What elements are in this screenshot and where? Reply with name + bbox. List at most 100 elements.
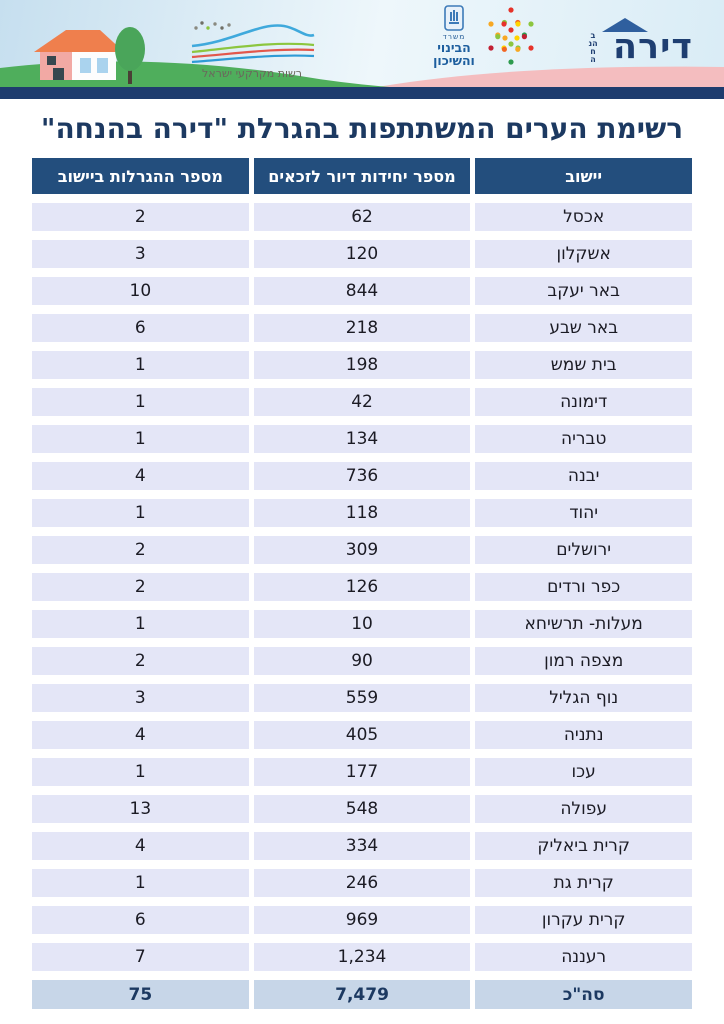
lotteries-cell: 1 bbox=[32, 869, 249, 897]
lotteries-cell: 4 bbox=[32, 462, 249, 490]
units-cell: 1,234 bbox=[253, 943, 471, 971]
city-cell: מעלות- תרשיחא bbox=[475, 610, 692, 638]
lotteries-cell: 1 bbox=[32, 388, 249, 416]
table-row: דימונה 42 1 bbox=[32, 388, 692, 416]
city-cell: קרית עקרון bbox=[475, 906, 692, 934]
city-cell: קרית גת bbox=[475, 869, 692, 897]
table-row: טבריה 134 1 bbox=[32, 425, 692, 453]
table-row: יבנה 736 4 bbox=[32, 462, 692, 490]
page-title: רשימת הערים המשתתפות בהגרלת "דירה בהנחה" bbox=[40, 112, 684, 145]
city-cell: קרית ביאליק bbox=[475, 832, 692, 860]
units-cell: 42 bbox=[253, 388, 471, 416]
land-authority-label: רשות מקרקעי ישראל bbox=[202, 67, 302, 80]
lotteries-cell: 3 bbox=[32, 684, 249, 712]
land-authority-logo: רשות מקרקעי ישראל bbox=[186, 16, 318, 80]
city-cell: נתניה bbox=[475, 721, 692, 749]
units-cell: 844 bbox=[253, 277, 471, 305]
city-cell: יבנה bbox=[475, 462, 692, 490]
table-row: אכסל 62 2 bbox=[32, 203, 692, 231]
units-cell: 62 bbox=[253, 203, 471, 231]
table-row: רעננה 1,234 7 bbox=[32, 943, 692, 971]
table-row: נוף הגליל 559 3 bbox=[32, 684, 692, 712]
city-cell: דימונה bbox=[475, 388, 692, 416]
column-header-units: מספר יחידות דיור לזכאים bbox=[253, 158, 471, 194]
table-row: קרית עקרון 969 6 bbox=[32, 906, 692, 934]
roof-icon bbox=[602, 18, 648, 32]
city-cell: עכו bbox=[475, 758, 692, 786]
units-cell: 969 bbox=[253, 906, 471, 934]
table-row: קרית ביאליק 334 4 bbox=[32, 832, 692, 860]
city-cell: עפולה bbox=[475, 795, 692, 823]
star-of-david-dots-icon bbox=[488, 7, 534, 65]
units-cell: 120 bbox=[253, 240, 471, 268]
lotteries-cell: 1 bbox=[32, 610, 249, 638]
units-cell: 548 bbox=[253, 795, 471, 823]
table-row: עפולה 548 13 bbox=[32, 795, 692, 823]
city-cell: אכסל bbox=[475, 203, 692, 231]
units-cell: 405 bbox=[253, 721, 471, 749]
table-row: ירושלים 309 2 bbox=[32, 536, 692, 564]
table-row: באר שבע 218 6 bbox=[32, 314, 692, 342]
dira-logo-wordmark: דירה bbox=[613, 27, 693, 67]
units-cell: 334 bbox=[253, 832, 471, 860]
table-row: באר יעקב 844 10 bbox=[32, 277, 692, 305]
lotteries-cell: 2 bbox=[32, 203, 249, 231]
lotteries-cell: 6 bbox=[32, 314, 249, 342]
lotteries-cell: 4 bbox=[32, 832, 249, 860]
city-cell: טבריה bbox=[475, 425, 692, 453]
units-cell: 218 bbox=[253, 314, 471, 342]
landscape-illustration bbox=[0, 27, 724, 99]
lotteries-cell: 2 bbox=[32, 647, 249, 675]
table-row: מעלות- תרשיחא 10 1 bbox=[32, 610, 692, 638]
units-cell: 118 bbox=[253, 499, 471, 527]
table-header-row: יישוב מספר יחידות דיור לזכאים מספר ההגרל… bbox=[32, 158, 692, 194]
table-row: יהוד 118 1 bbox=[32, 499, 692, 527]
city-cell: בית שמש bbox=[475, 351, 692, 379]
lotteries-cell: 13 bbox=[32, 795, 249, 823]
land-authority-waves-icon bbox=[191, 21, 315, 64]
total-lotteries-cell: 75 bbox=[32, 980, 249, 1009]
lotteries-cell: 7 bbox=[32, 943, 249, 971]
total-label-cell: סה"כ bbox=[475, 980, 692, 1009]
units-cell: 10 bbox=[253, 610, 471, 638]
units-cell: 134 bbox=[253, 425, 471, 453]
dira-logo-subtext: בהנחה bbox=[588, 31, 598, 64]
city-cell: רעננה bbox=[475, 943, 692, 971]
dira-logo: בהנחה דירה bbox=[586, 14, 710, 74]
lotteries-cell: 6 bbox=[32, 906, 249, 934]
city-cell: מצפה רמון bbox=[475, 647, 692, 675]
table-row: עכו 177 1 bbox=[32, 758, 692, 786]
banner-divider-bar bbox=[0, 87, 724, 99]
lotteries-cell: 1 bbox=[32, 758, 249, 786]
house-icon bbox=[34, 30, 124, 80]
ministry-label-line1: משרד bbox=[442, 32, 466, 41]
lotteries-cell: 10 bbox=[32, 277, 249, 305]
units-cell: 177 bbox=[253, 758, 471, 786]
lotteries-cell: 4 bbox=[32, 721, 249, 749]
units-cell: 126 bbox=[253, 573, 471, 601]
table-row: נתניה 405 4 bbox=[32, 721, 692, 749]
israel-emblem-icon bbox=[444, 5, 464, 31]
tree-icon bbox=[115, 27, 145, 84]
city-cell: ירושלים bbox=[475, 536, 692, 564]
city-cell: נוף הגליל bbox=[475, 684, 692, 712]
lotteries-cell: 1 bbox=[32, 351, 249, 379]
table-row: כפר ורדים 126 2 bbox=[32, 573, 692, 601]
total-row: סה"כ 7,479 75 bbox=[32, 980, 692, 1009]
cities-table: יישוב מספר יחידות דיור לזכאים מספר ההגרל… bbox=[27, 149, 697, 1018]
units-cell: 198 bbox=[253, 351, 471, 379]
ministry-label-line2: הבינוי bbox=[437, 40, 471, 55]
lotteries-cell: 1 bbox=[32, 499, 249, 527]
column-header-city: יישוב bbox=[475, 158, 692, 194]
units-cell: 559 bbox=[253, 684, 471, 712]
units-cell: 309 bbox=[253, 536, 471, 564]
lotteries-cell: 1 bbox=[32, 425, 249, 453]
column-header-lotteries: מספר ההגרלות ביישוב bbox=[32, 158, 249, 194]
table-row: בית שמש 198 1 bbox=[32, 351, 692, 379]
lotteries-cell: 2 bbox=[32, 536, 249, 564]
header-banner: רשות מקרקעי ישראל משרד הבינוי והשיכון bbox=[0, 0, 724, 99]
table-row: מצפה רמון 90 2 bbox=[32, 647, 692, 675]
units-cell: 736 bbox=[253, 462, 471, 490]
units-cell: 90 bbox=[253, 647, 471, 675]
city-cell: כפר ורדים bbox=[475, 573, 692, 601]
